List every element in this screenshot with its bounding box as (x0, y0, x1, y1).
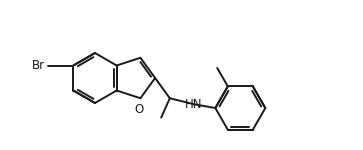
Text: O: O (135, 103, 144, 116)
Text: HN: HN (185, 98, 203, 111)
Text: Br: Br (32, 59, 45, 72)
